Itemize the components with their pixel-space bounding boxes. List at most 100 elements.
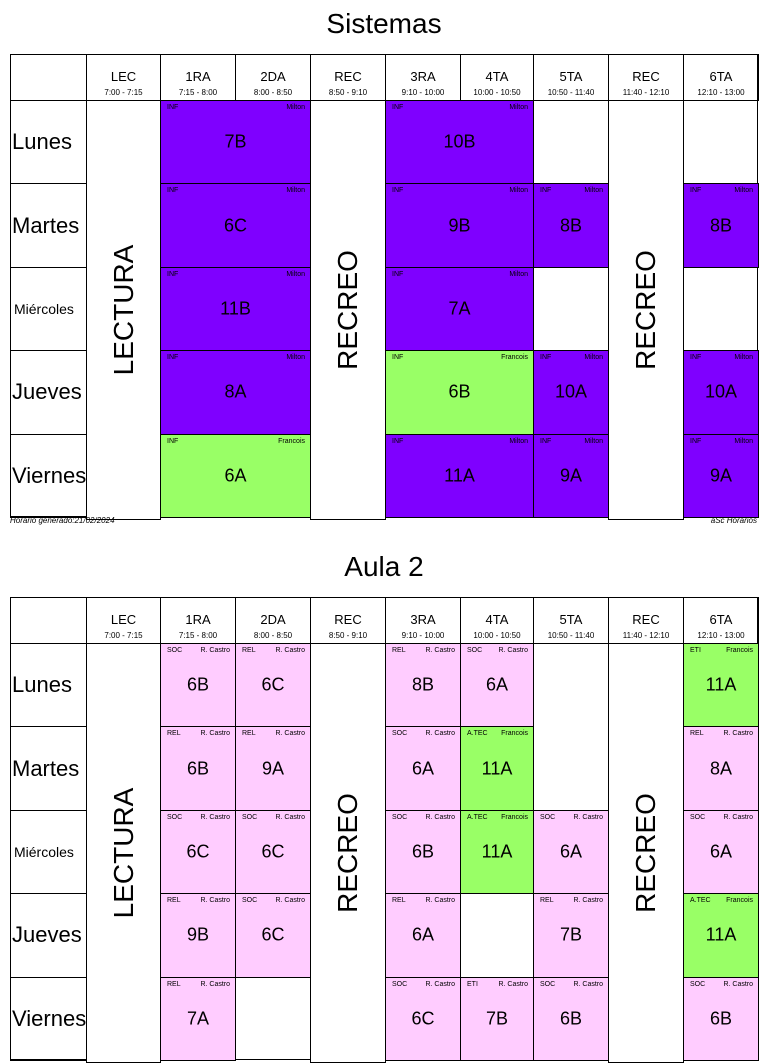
lesson-card: REL R. Castro 9B bbox=[160, 893, 236, 978]
lesson-group: 6A bbox=[559, 841, 583, 862]
period-time: 8:00 - 8:50 bbox=[253, 88, 293, 97]
lesson-subject: INF bbox=[540, 437, 552, 445]
lesson-teacher: Milton bbox=[734, 187, 753, 195]
lesson-card: INF Milton 6C bbox=[160, 183, 311, 268]
period-name: 6TA bbox=[709, 69, 733, 84]
lesson-card: INF Francois 6B bbox=[385, 350, 534, 435]
lesson-group: 6B bbox=[186, 758, 210, 779]
period-time: 7:15 - 8:00 bbox=[178, 631, 218, 640]
column-header: 3RA 9:10 - 10:00 bbox=[385, 54, 461, 101]
lesson-card: INF Milton 11B bbox=[160, 266, 311, 352]
lesson-teacher: Milton bbox=[584, 354, 603, 362]
lesson-subject: INF bbox=[690, 437, 702, 445]
lesson-teacher: R. Castro bbox=[200, 647, 230, 654]
lesson-card: INF Milton 11A bbox=[385, 433, 534, 518]
lesson-group: 8A bbox=[709, 758, 733, 779]
lesson-card: REL R. Castro 8B bbox=[385, 643, 461, 728]
lesson-group: 6C bbox=[223, 215, 247, 236]
lesson-card: SOC R. Castro 6B bbox=[160, 643, 236, 728]
timetable-title: Sistemas bbox=[326, 8, 442, 39]
lesson-subject: INF bbox=[167, 437, 179, 445]
lesson-group: 10A bbox=[704, 381, 738, 402]
corner-cell bbox=[10, 597, 87, 644]
timetable-aula-2: LEC 7:00 - 7:15 1RA 7:15 - 8:00 2DA 8:00 - 8:… bbox=[10, 597, 759, 1063]
lesson-teacher: R. Castro bbox=[573, 813, 603, 821]
lesson-teacher: Milton bbox=[734, 437, 753, 445]
lesson-teacher: Milton bbox=[286, 354, 305, 362]
lesson-subject: REL bbox=[392, 647, 406, 654]
lesson-card: REL R. Castro 7A bbox=[160, 976, 236, 1061]
lesson-subject: REL bbox=[392, 897, 406, 905]
lesson-group: 6B bbox=[559, 1008, 583, 1029]
lesson-subject: SOC bbox=[392, 730, 408, 738]
day-label: Martes bbox=[10, 183, 87, 268]
lesson-group: 9A bbox=[709, 465, 733, 486]
lesson-card: REL R. Castro 6B bbox=[160, 726, 236, 811]
period-name: 6TA bbox=[709, 612, 733, 627]
day-label: Martes bbox=[10, 726, 87, 811]
column-header: 1RA 7:15 - 8:00 bbox=[160, 54, 236, 101]
period-name: 5TA bbox=[559, 69, 583, 84]
lesson-group: 8A bbox=[224, 381, 247, 402]
period-name: LEC bbox=[110, 69, 137, 84]
lesson-teacher: R. Castro bbox=[275, 813, 305, 821]
lesson-group: 11B bbox=[220, 298, 251, 319]
column-header: 2DA 8:00 - 8:50 bbox=[235, 54, 311, 101]
generated-date: Horario generado:21/02/2024 bbox=[10, 516, 115, 525]
day-label: Jueves bbox=[10, 350, 87, 435]
lesson-subject: SOC bbox=[467, 647, 483, 654]
day-label: Miércoles bbox=[10, 809, 87, 895]
lesson-teacher: R. Castro bbox=[723, 813, 753, 821]
lesson-card: INF Milton 10A bbox=[533, 350, 609, 435]
lesson-teacher: Francois bbox=[726, 647, 753, 654]
lesson-teacher: R. Castro bbox=[425, 980, 455, 988]
period-time: 12:10 - 13:00 bbox=[697, 88, 745, 97]
day-label: Viernes bbox=[10, 976, 87, 1061]
lesson-card: INF Milton 8B bbox=[683, 183, 759, 268]
lesson-card: SOC R. Castro 6C bbox=[235, 809, 311, 895]
lesson-group: 11A bbox=[481, 841, 513, 862]
lesson-teacher: R. Castro bbox=[573, 897, 603, 905]
lesson-group: 6A bbox=[411, 758, 435, 779]
lesson-card: SOC R. Castro 6B bbox=[385, 809, 461, 895]
lesson-subject: INF bbox=[392, 104, 404, 111]
lesson-card: A.TEC Francois 11A bbox=[683, 893, 759, 978]
lesson-teacher: R. Castro bbox=[425, 813, 455, 821]
lesson-teacher: R. Castro bbox=[200, 980, 230, 988]
lesson-card: SOC R. Castro 6A bbox=[385, 726, 461, 811]
lesson-teacher: R. Castro bbox=[498, 980, 528, 988]
lesson-group: 7B bbox=[485, 1008, 509, 1029]
lesson-group: 6C bbox=[186, 841, 210, 862]
period-name: REC bbox=[632, 69, 660, 84]
lesson-teacher: Milton bbox=[734, 354, 753, 362]
timetable-title: Aula 2 bbox=[344, 551, 424, 582]
lesson-group: 7A bbox=[186, 1008, 210, 1029]
lesson-group: 8B bbox=[411, 674, 435, 695]
lesson-group: 6B bbox=[411, 841, 435, 862]
period-name: 2DA bbox=[260, 612, 286, 627]
period-name: 1RA bbox=[185, 69, 211, 84]
lesson-group: 7B bbox=[559, 924, 583, 945]
lesson-card: A.TEC Francois 11A bbox=[460, 726, 534, 811]
lesson-subject: REL bbox=[242, 647, 256, 654]
lesson-card: INF Milton 10B bbox=[385, 100, 534, 185]
lesson-subject: SOC bbox=[167, 813, 183, 821]
lesson-subject: INF bbox=[690, 354, 702, 362]
lesson-teacher: Milton bbox=[584, 187, 603, 195]
lesson-teacher: R. Castro bbox=[425, 730, 455, 738]
lesson-subject: SOC bbox=[540, 813, 556, 821]
column-header: LEC 7:00 - 7:15 bbox=[86, 54, 161, 101]
lesson-teacher: R. Castro bbox=[200, 897, 230, 905]
lesson-teacher: R. Castro bbox=[425, 647, 455, 654]
lesson-subject: REL bbox=[540, 897, 554, 905]
column-header: 1RA 7:15 - 8:00 bbox=[160, 597, 236, 644]
lesson-card: SOC R. Castro 6B bbox=[683, 976, 759, 1061]
column-header: REC 11:40 - 12:10 bbox=[608, 597, 684, 644]
lesson-group: 8B bbox=[709, 215, 733, 236]
lesson-subject: REL bbox=[167, 980, 181, 988]
lesson-teacher: R. Castro bbox=[275, 647, 305, 654]
lesson-group: 7B bbox=[224, 131, 247, 152]
lesson-card: REL R. Castro 7B bbox=[533, 893, 609, 978]
recreo-break-label: RECREO bbox=[332, 250, 363, 370]
recreo-break-label: RECREO bbox=[630, 793, 661, 913]
